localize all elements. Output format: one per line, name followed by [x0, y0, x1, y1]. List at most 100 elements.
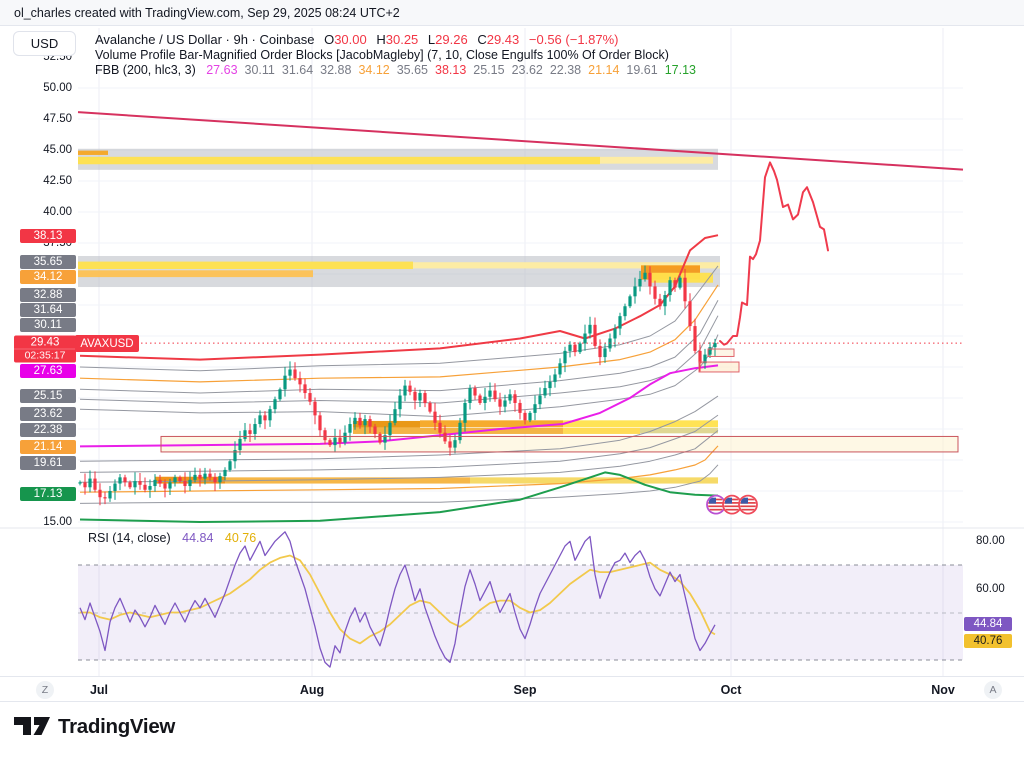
fbb-legend-value: 35.65: [396, 63, 428, 77]
attribution-text: ol_charles created with TradingView.com,…: [14, 5, 400, 20]
fbb-legend-value: 32.88: [320, 63, 352, 77]
fbb-legend-value: 31.64: [281, 63, 314, 77]
fbb-band-38.13[interactable]: [79, 234, 719, 361]
fbb-legend-value: 38.13: [435, 63, 467, 77]
rsi-signal-line[interactable]: [80, 554, 716, 645]
order-block-21-fill: [161, 436, 958, 452]
order-block-band-mid-stripe-bot-olive[interactable]: [640, 427, 718, 434]
us-flag-event-marker[interactable]: [722, 494, 742, 515]
price-axis-label: 47.50: [43, 113, 72, 125]
currency-toggle-button[interactable]: USD: [13, 31, 76, 56]
fbb-legend-value: 34.12: [358, 63, 390, 77]
ohlc-close-label: C: [477, 32, 487, 47]
price-axis-badge: 32.88: [20, 288, 76, 302]
price-axis-badge: 17.13: [20, 487, 76, 501]
order-block-band-mid-stripe-top-orange[interactable]: [420, 420, 563, 428]
fbb-band-35.65[interactable]: [79, 265, 719, 372]
rsi-axis-label: 80.00: [976, 535, 1005, 547]
fbb-legend-value: 23.62: [511, 63, 543, 77]
order-block-27-fill: [699, 362, 739, 372]
fbb-legend-value: 19.61: [626, 63, 658, 77]
ohlc-high-value: 30.25: [385, 32, 419, 47]
adjust-button[interactable]: A: [984, 681, 1002, 699]
rsi-axis-label: 60.00: [976, 583, 1005, 595]
ohlc-high-label: H: [376, 32, 386, 47]
chart-legend: Avalanche / US Dollar · 9h · Coinbase O3…: [95, 32, 696, 78]
price-axis-badge: 21.14: [20, 440, 76, 454]
order-block-27[interactable]: [698, 361, 740, 373]
descending-trendline[interactable]: [77, 111, 964, 171]
ohlc-close-value: 29.43: [486, 32, 520, 47]
price-axis-badge: 29.43 02:35:17: [14, 335, 76, 363]
rsi-axis-badge: 40.76: [964, 634, 1012, 648]
price-axis-label: 45.00: [43, 144, 72, 156]
fbb-legend-value: 21.14: [588, 63, 620, 77]
price-axis-badge: 27.63: [20, 364, 76, 378]
rsi-value: 44.84: [182, 531, 214, 545]
order-block-band-supply-zone-35-yellow[interactable]: [78, 261, 413, 270]
fbb-legend-value: 30.11: [244, 63, 275, 77]
rsi-legend: RSI (14, close) 44.84 40.76: [88, 531, 256, 545]
order-block-band-supply-zone-45-yellow[interactable]: [78, 156, 600, 165]
rsi-signal-value: 40.76: [224, 531, 257, 545]
fbb-band-34.12[interactable]: [79, 284, 719, 383]
order-block-28[interactable]: [707, 348, 735, 357]
fbb-legend-value: 17.13: [664, 63, 696, 77]
us-flag-event-marker[interactable]: [738, 494, 758, 515]
legend-fbb-row: FBB (200, hlc3, 3) 27.63 30.11 31.64 32.88 3…: [95, 63, 696, 78]
ohlc-low-label: L: [427, 32, 436, 47]
attribution-bar: ol_charles created with TradingView.com,…: [0, 0, 1024, 26]
price-axis-label: 42.50: [43, 175, 72, 187]
fbb-band-21.14[interactable]: [79, 445, 719, 493]
order-block-band-low-stripe-orange[interactable]: [225, 477, 470, 484]
order-block-band-supply-zone-35-yellow-pale[interactable]: [413, 262, 720, 269]
fbb-band-19.61[interactable]: [79, 464, 719, 504]
tradingview-logo[interactable]: TradingView: [13, 715, 175, 739]
bar-countdown: 02:35:17: [14, 348, 76, 363]
time-axis-label: Jul: [89, 683, 109, 697]
order-block-band-supply-zone-45-yellow-pale[interactable]: [600, 156, 713, 164]
price-axis-label: 50.00: [43, 82, 72, 94]
fbb-band-25.15[interactable]: [79, 395, 719, 462]
timezone-button[interactable]: Z: [36, 681, 54, 699]
rsi-axis-badge: 44.84: [964, 617, 1012, 631]
legend-symbol-row[interactable]: Avalanche / US Dollar · 9h · Coinbase O3…: [95, 32, 696, 47]
price-axis-badge: 30.11: [20, 318, 76, 332]
time-axis-label: Oct: [720, 683, 742, 697]
time-axis-label: Aug: [299, 683, 325, 697]
rsi-line[interactable]: [79, 531, 716, 668]
rsi-title: RSI (14, close): [88, 531, 171, 545]
price-projection-line[interactable]: [719, 161, 829, 346]
order-block-band-mid-stripe-top-orange-dark[interactable]: [353, 420, 420, 428]
fbb-band-31.64[interactable]: [79, 315, 719, 404]
fbb-legend-value: 22.38: [549, 63, 582, 77]
price-axis-badge: 19.61: [20, 456, 76, 470]
candlestick-series[interactable]: [78, 265, 717, 506]
fbb-band-27.63[interactable]: [79, 364, 719, 448]
ohlc-low-value: 29.26: [435, 32, 468, 47]
order-block-band-mid-stripe-bot-yellow[interactable]: [563, 427, 640, 434]
us-flag-event-marker[interactable]: [706, 494, 726, 515]
fbb-band-17.13[interactable]: [79, 471, 719, 523]
tradingview-logo-icon: [14, 717, 50, 735]
fbb-legend-value: 25.15: [473, 63, 505, 77]
price-axis-badge: 25.15: [20, 389, 76, 403]
order-block-band-mid-stripe-bot-orange[interactable]: [353, 427, 563, 434]
footer: TradingView: [0, 702, 1024, 758]
order-block-21[interactable]: [160, 435, 959, 453]
price-axis-badge: 34.12: [20, 270, 76, 284]
fbb-band-32.88[interactable]: [79, 300, 719, 394]
order-block-band-supply-zone-35-orange[interactable]: [78, 270, 313, 278]
symbol-price-flag[interactable]: AVAXUSD: [75, 335, 139, 352]
order-block-band-supply-zone-45-orange[interactable]: [78, 150, 108, 155]
time-axis-label: Nov: [931, 683, 955, 697]
fbb-band-23.62[interactable]: [79, 414, 719, 473]
time-axis[interactable]: Z Jul Aug Sep Oct Nov A: [0, 676, 1024, 702]
order-block-band-mid-stripe-top-yellow[interactable]: [563, 420, 718, 428]
change-value: −0.56 (−1.87%): [528, 32, 619, 47]
tradingview-wordmark: TradingView: [58, 715, 176, 738]
order-block-28-fill: [708, 349, 734, 357]
symbol-title: Avalanche / US Dollar · 9h · Coinbase: [95, 32, 315, 47]
